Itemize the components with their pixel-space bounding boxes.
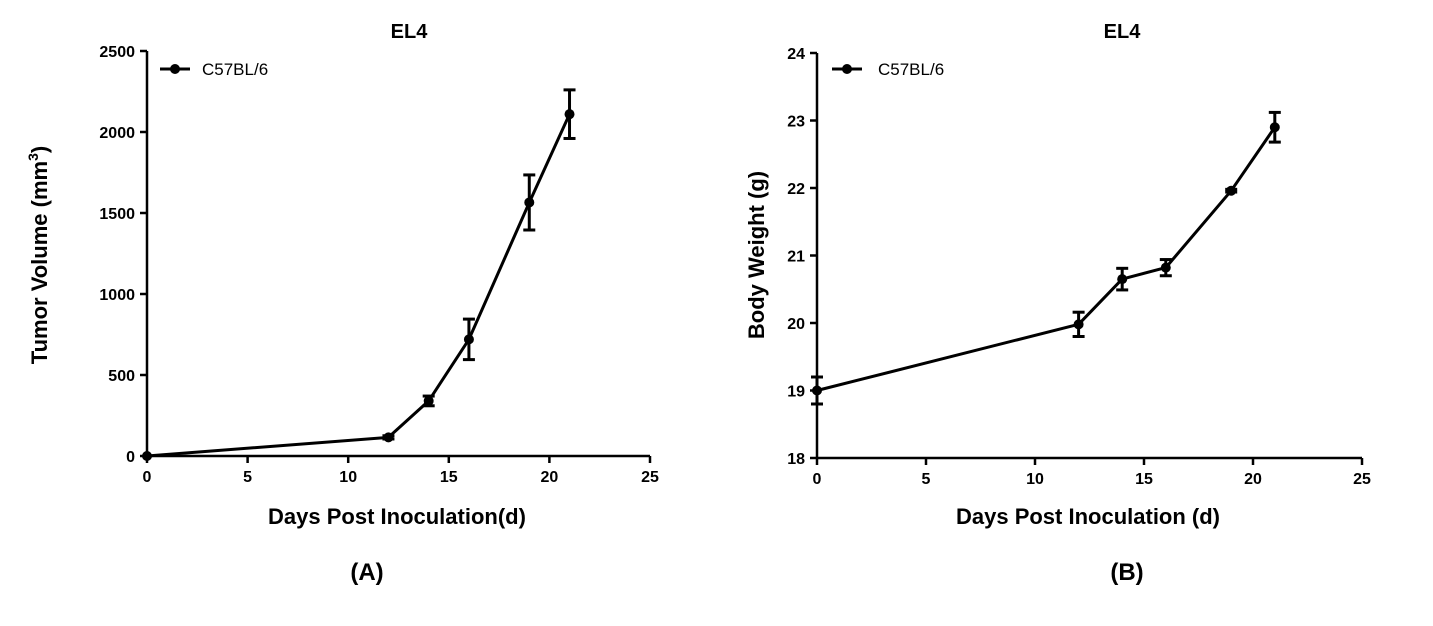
legend-marker [170,64,180,74]
x-tick-label: 5 [922,471,931,488]
data-point [423,395,434,406]
data-point [383,432,394,443]
legend-label: C57BL/6 [202,60,268,79]
data-point [142,451,152,461]
y-tick-label: 0 [126,449,135,466]
data-point [812,385,822,396]
y-tick-label: 19 [787,384,805,401]
x-tick-label: 15 [440,469,458,486]
data-point [1073,319,1084,330]
panel-label: (A) [350,559,383,586]
y-axis-label: Body Weight (g) [744,171,769,339]
x-tick-label: 15 [1135,471,1153,488]
y-axis-label: Tumor Volume (mm3) [25,146,52,364]
chart-title: EL4 [1104,21,1142,43]
series-line [816,126,1277,392]
y-tick-label: 2500 [99,44,135,61]
y-tick-label: 500 [108,368,135,385]
x-tick-label: 5 [243,469,252,486]
data-point [1117,274,1128,285]
y-tick-label: 23 [787,114,805,131]
chart-panel-a: EL4 Tumor Volume (mm3) Days Post Inocula… [25,21,659,586]
x-tick-label: 10 [1026,471,1044,488]
legend: C57BL/6 [832,60,944,79]
legend-marker [842,64,852,74]
x-tick-label: 20 [1244,471,1262,488]
data-point [1226,185,1237,196]
y-tick-label: 1000 [99,287,135,304]
legend: C57BL/6 [160,60,268,79]
x-axis-label: Days Post Inoculation(d) [268,504,526,529]
y-tick-label: 18 [787,451,805,468]
x-axis-label: Days Post Inoculation (d) [956,504,1220,529]
y-tick-label: 24 [787,46,805,63]
y-tick-label: 1500 [99,206,135,223]
data-point [1269,122,1280,133]
x-tick-label: 25 [641,469,659,486]
x-tick-label: 25 [1353,471,1371,488]
chart-panel-b: EL4 Body Weight (g) Days Post Inoculatio… [744,21,1371,586]
legend-label: C57BL/6 [878,60,944,79]
chart-title: EL4 [391,21,429,43]
series-line [146,113,571,458]
panel-label: (B) [1110,559,1143,586]
data-point [564,109,575,120]
y-tick-label: 20 [787,316,805,333]
x-tick-label: 10 [339,469,357,486]
y-tick-label: 22 [787,181,805,198]
y-tick-label: 21 [787,249,805,266]
x-tick-label: 20 [541,469,559,486]
y-tick-label: 2000 [99,125,135,142]
data-point [1160,262,1171,273]
data-point [524,197,535,208]
x-tick-label: 0 [813,471,822,488]
x-tick-label: 0 [143,469,152,486]
data-point [463,334,474,345]
